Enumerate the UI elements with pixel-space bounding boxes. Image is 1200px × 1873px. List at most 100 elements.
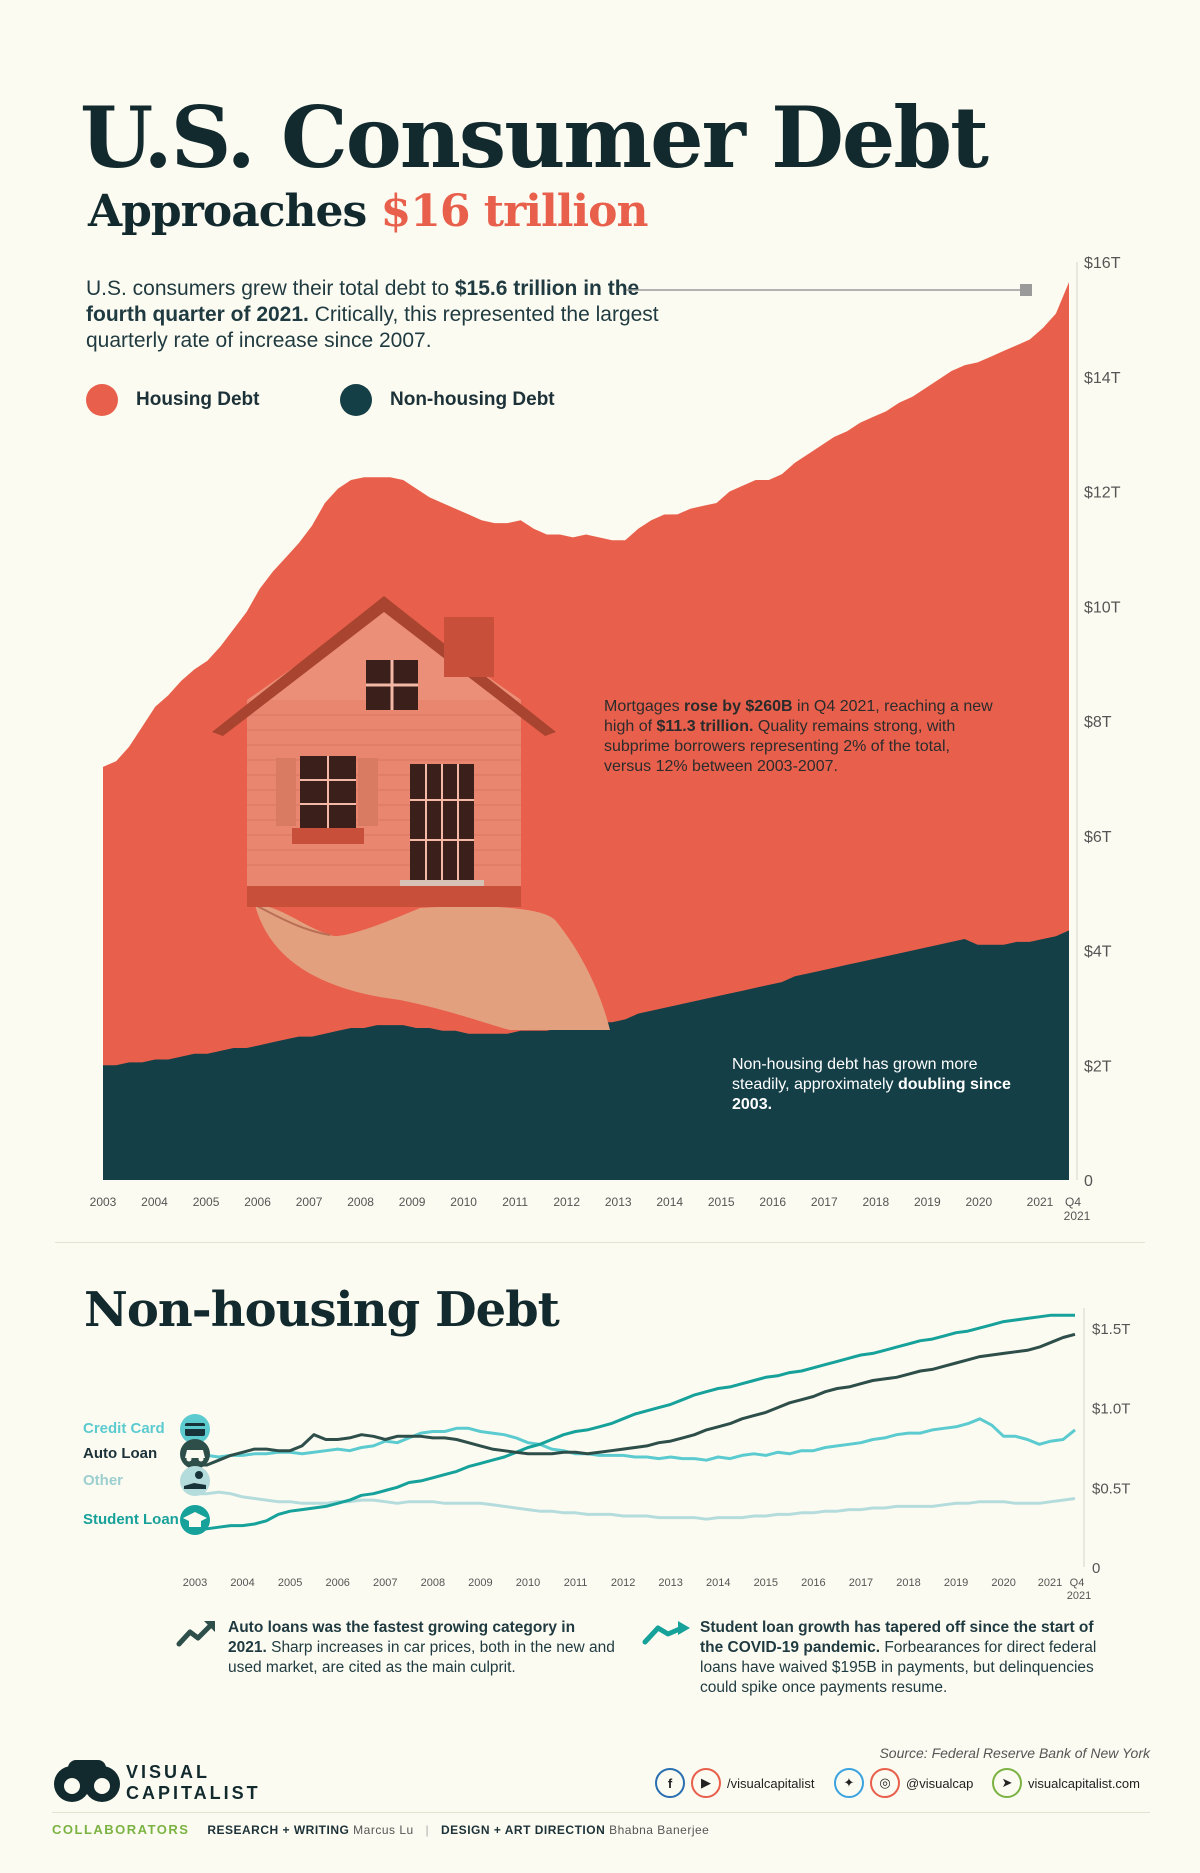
- research-name: Marcus Lu: [353, 1823, 414, 1837]
- x-tick-label: 2021: [1067, 1590, 1091, 1600]
- subtitle-highlight: $16 trillion: [380, 186, 649, 237]
- x-tick-label: 2013: [658, 1577, 682, 1589]
- x-tick-label: 2009: [468, 1577, 492, 1589]
- x-tick-label: 2015: [708, 1195, 735, 1209]
- x-tick-label: 2019: [914, 1195, 941, 1209]
- y-tick-label: $0.5T: [1092, 1480, 1130, 1497]
- x-tick-label: 2017: [849, 1577, 873, 1589]
- total-marker-square: [1020, 284, 1032, 296]
- logo-line2: CAPITALIST: [126, 1783, 261, 1803]
- x-tick-label: 2021: [1027, 1195, 1054, 1209]
- youtube-icon[interactable]: ▶: [691, 1768, 721, 1798]
- line-student-loan: [195, 1313, 1075, 1531]
- student-callout-text: Forbearances for direct federal loans ha…: [700, 1639, 1097, 1696]
- mortgage-note-b2: $11.3 trillion.: [656, 718, 754, 735]
- legend-nonhousing-label: Non-housing Debt: [390, 389, 555, 410]
- cursor-icon[interactable]: ➤: [992, 1768, 1022, 1798]
- social-website[interactable]: visualcapitalist.com: [1028, 1775, 1140, 1791]
- x-tick-label: 2017: [811, 1195, 838, 1209]
- legend-housing-swatch: [86, 384, 118, 416]
- auto-callout-text: Sharp increases in car prices, both in t…: [228, 1639, 615, 1676]
- area-nonhousing-debt: [103, 930, 1069, 1180]
- legend-housing: Housing Debt: [86, 384, 260, 416]
- x-tick-label: 2006: [325, 1577, 349, 1589]
- x-tick-label: 2007: [373, 1577, 397, 1589]
- credits: COLLABORATORS RESEARCH + WRITING Marcus …: [52, 1822, 709, 1837]
- x-tick-label: 2013: [605, 1195, 632, 1209]
- source-note: Source: Federal Reserve Bank of New York: [879, 1745, 1150, 1761]
- x-tick-label: 2006: [244, 1195, 271, 1209]
- intro-part2: Critically, this represented the largest…: [86, 303, 659, 352]
- mortgage-note-2: in Q4 2021, reaching a new high of: [604, 698, 993, 735]
- x-tick-label: 2010: [450, 1195, 477, 1209]
- car-icon: [180, 1439, 210, 1469]
- x-tick-label: Q4: [1065, 1195, 1081, 1209]
- label-other: Other: [83, 1472, 124, 1489]
- label-auto-loan: Auto Loan: [83, 1445, 158, 1462]
- research-label: RESEARCH + WRITING: [207, 1823, 350, 1837]
- y-tick-label: $6T: [1084, 829, 1112, 846]
- trend-up-icon: [176, 1621, 215, 1647]
- line-credit-card: [194, 1417, 1076, 1462]
- x-tick-label: 2003: [90, 1195, 117, 1209]
- line-auto-loan: [195, 1332, 1076, 1467]
- social-fb-yt[interactable]: f ▶ /visualcapitalist: [655, 1768, 814, 1798]
- mortgage-note-b1: rose by $260B: [684, 698, 793, 715]
- social-tw-ig[interactable]: ✦ ◎ @visualcap: [834, 1768, 973, 1798]
- y-tick-label: $4T: [1084, 944, 1112, 961]
- credits-separator: |: [425, 1823, 430, 1837]
- section-title-nonhousing: Non-housing Debt: [84, 1282, 560, 1338]
- x-tick-label: 2012: [611, 1577, 635, 1589]
- nonhousing-note-1: Non-housing debt has grown more steadily…: [732, 1056, 978, 1093]
- x-tick-label: 2010: [516, 1577, 540, 1589]
- footer-divider: [52, 1812, 1150, 1813]
- subtitle-lead: Approaches: [88, 186, 367, 237]
- logo-line1: VISUAL: [126, 1762, 211, 1782]
- hand-coin-icon: [180, 1466, 210, 1496]
- student-callout-bold: Student loan growth has tapered off sinc…: [700, 1619, 1094, 1656]
- social-handle-visualcap[interactable]: @visualcap: [906, 1775, 974, 1791]
- auto-callout-bold: Auto loans was the fastest growing categ…: [228, 1619, 576, 1656]
- twitter-icon[interactable]: ✦: [834, 1768, 864, 1798]
- x-tick-label: 2016: [801, 1577, 825, 1589]
- graduation-cap-icon: [180, 1505, 210, 1535]
- house-in-hand-icon: [212, 596, 610, 1030]
- mortgage-note-1: Mortgages: [604, 698, 685, 715]
- social-handle-visualcapitalist[interactable]: /visualcapitalist: [727, 1775, 815, 1791]
- y-tick-label: $1.5T: [1092, 1321, 1130, 1338]
- page-subtitle: Approaches $16 trillion: [88, 186, 649, 237]
- x-tick-label: Q4: [1070, 1577, 1085, 1589]
- x-tick-label: 2018: [896, 1577, 920, 1589]
- mortgage-note-3: Quality remains strong, with subprime bo…: [604, 718, 956, 775]
- legend-nonhousing: Non-housing Debt: [340, 384, 555, 416]
- x-tick-label: 2016: [759, 1195, 786, 1209]
- facebook-icon[interactable]: f: [655, 1768, 685, 1798]
- y-tick-label: $16T: [1084, 255, 1121, 272]
- y-tick-label: $14T: [1084, 370, 1121, 387]
- credit-card-icon: [180, 1414, 210, 1444]
- mortgage-note: Mortgages rose by $260B in Q4 2021, reac…: [604, 697, 994, 777]
- y-tick-label: 0: [1092, 1560, 1100, 1577]
- legend-nonhousing-swatch: [340, 384, 372, 416]
- x-tick-label: 2009: [399, 1195, 426, 1209]
- intro-part1: U.S. consumers grew their total debt to: [86, 277, 455, 300]
- y-tick-label: $1.0T: [1092, 1401, 1130, 1418]
- legend-housing-label: Housing Debt: [136, 389, 260, 410]
- x-tick-label: 2008: [347, 1195, 374, 1209]
- collaborators-label: COLLABORATORS: [52, 1822, 190, 1837]
- y-tick-label: $10T: [1084, 599, 1121, 616]
- x-tick-label: 2019: [944, 1577, 968, 1589]
- x-tick-label: 2004: [141, 1195, 168, 1209]
- x-tick-label: 2012: [553, 1195, 580, 1209]
- x-tick-label: 2021: [1038, 1577, 1062, 1589]
- x-tick-label: 2008: [421, 1577, 445, 1589]
- x-tick-label: 2015: [754, 1577, 778, 1589]
- design-name: Bhabna Banerjee: [609, 1823, 710, 1837]
- x-tick-label: 2021: [1064, 1209, 1091, 1223]
- nonhousing-note: Non-housing debt has grown more steadily…: [732, 1055, 1012, 1115]
- x-tick-label: 2014: [656, 1195, 683, 1209]
- instagram-icon[interactable]: ◎: [870, 1768, 900, 1798]
- y-tick-label: $12T: [1084, 485, 1121, 502]
- x-tick-label: 2018: [862, 1195, 889, 1209]
- social-web[interactable]: ➤ visualcapitalist.com: [992, 1768, 1140, 1798]
